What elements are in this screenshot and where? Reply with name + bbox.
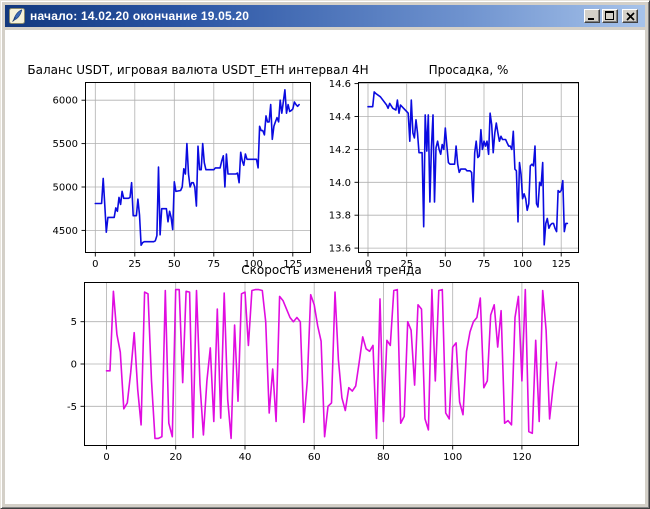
svg-text:14.4: 14.4 <box>329 112 351 123</box>
svg-text:14.2: 14.2 <box>329 145 351 156</box>
svg-text:75: 75 <box>478 259 491 270</box>
minimize-button[interactable] <box>584 9 600 23</box>
svg-text:0: 0 <box>92 259 98 270</box>
svg-text:13.8: 13.8 <box>329 211 351 222</box>
tk-feather-icon[interactable] <box>9 8 25 24</box>
svg-text:5: 5 <box>71 317 77 328</box>
svg-text:20: 20 <box>169 452 182 463</box>
svg-text:13.6: 13.6 <box>329 244 351 255</box>
svg-text:50: 50 <box>439 259 452 270</box>
balance-chart: Баланс USDT, игровая валюта USDT_ETH инт… <box>27 63 368 270</box>
svg-text:100: 100 <box>443 452 462 463</box>
svg-text:125: 125 <box>552 259 571 270</box>
svg-text:25: 25 <box>400 259 413 270</box>
svg-text:80: 80 <box>377 452 390 463</box>
svg-text:40: 40 <box>239 452 252 463</box>
balance-chart-plot: 0 25 50 75 100 125 4500 5000 5500 6000 <box>53 82 311 270</box>
svg-text:25: 25 <box>128 259 141 270</box>
svg-text:14.6: 14.6 <box>329 79 351 90</box>
maximize-icon <box>605 11 614 20</box>
close-icon <box>625 11 635 21</box>
svg-text:50: 50 <box>168 259 181 270</box>
drawdown-chart-title: Просадка, % <box>428 63 509 77</box>
svg-text:120: 120 <box>512 452 531 463</box>
svg-text:60: 60 <box>308 452 321 463</box>
drawdown-chart-plot: 0 25 50 75 100 125 13.6 13.8 14.0 14.2 14.4 14.6 <box>329 79 579 270</box>
svg-text:4500: 4500 <box>53 226 78 237</box>
trend-speed-chart-plot: 0 20 40 60 80 100 120 -5 0 5 <box>67 282 579 463</box>
window-title: начало: 14.02.20 окончание 19.05.20 <box>30 9 250 23</box>
trend-speed-chart: Скорость изменения тренда 0 20 40 60 80 100 12… <box>67 263 579 463</box>
svg-text:-5: -5 <box>67 402 77 413</box>
minimize-icon <box>588 18 594 20</box>
svg-text:100: 100 <box>513 259 532 270</box>
trend-speed-chart-title: Скорость изменения тренда <box>241 263 422 277</box>
svg-text:125: 125 <box>283 259 302 270</box>
svg-text:5500: 5500 <box>53 139 78 150</box>
close-button[interactable] <box>622 9 638 23</box>
figure-canvas: Баланс USDT, игровая валюта USDT_ETH инт… <box>5 30 645 504</box>
window-controls <box>582 9 638 23</box>
svg-text:14.0: 14.0 <box>329 178 351 189</box>
maximize-button[interactable] <box>602 9 618 23</box>
svg-text:0: 0 <box>365 259 371 270</box>
svg-text:75: 75 <box>207 259 220 270</box>
title-bar[interactable]: начало: 14.02.20 окончание 19.05.20 <box>5 5 645 27</box>
svg-text:0: 0 <box>71 360 77 371</box>
svg-text:6000: 6000 <box>53 96 78 107</box>
svg-text:5000: 5000 <box>53 183 78 194</box>
balance-chart-title: Баланс USDT, игровая валюта USDT_ETH инт… <box>27 63 369 77</box>
svg-text:0: 0 <box>103 452 109 463</box>
drawdown-chart: Просадка, % 0 25 50 75 100 125 13.6 13.8 14.0 14.… <box>329 63 579 270</box>
svg-text:100: 100 <box>244 259 263 270</box>
